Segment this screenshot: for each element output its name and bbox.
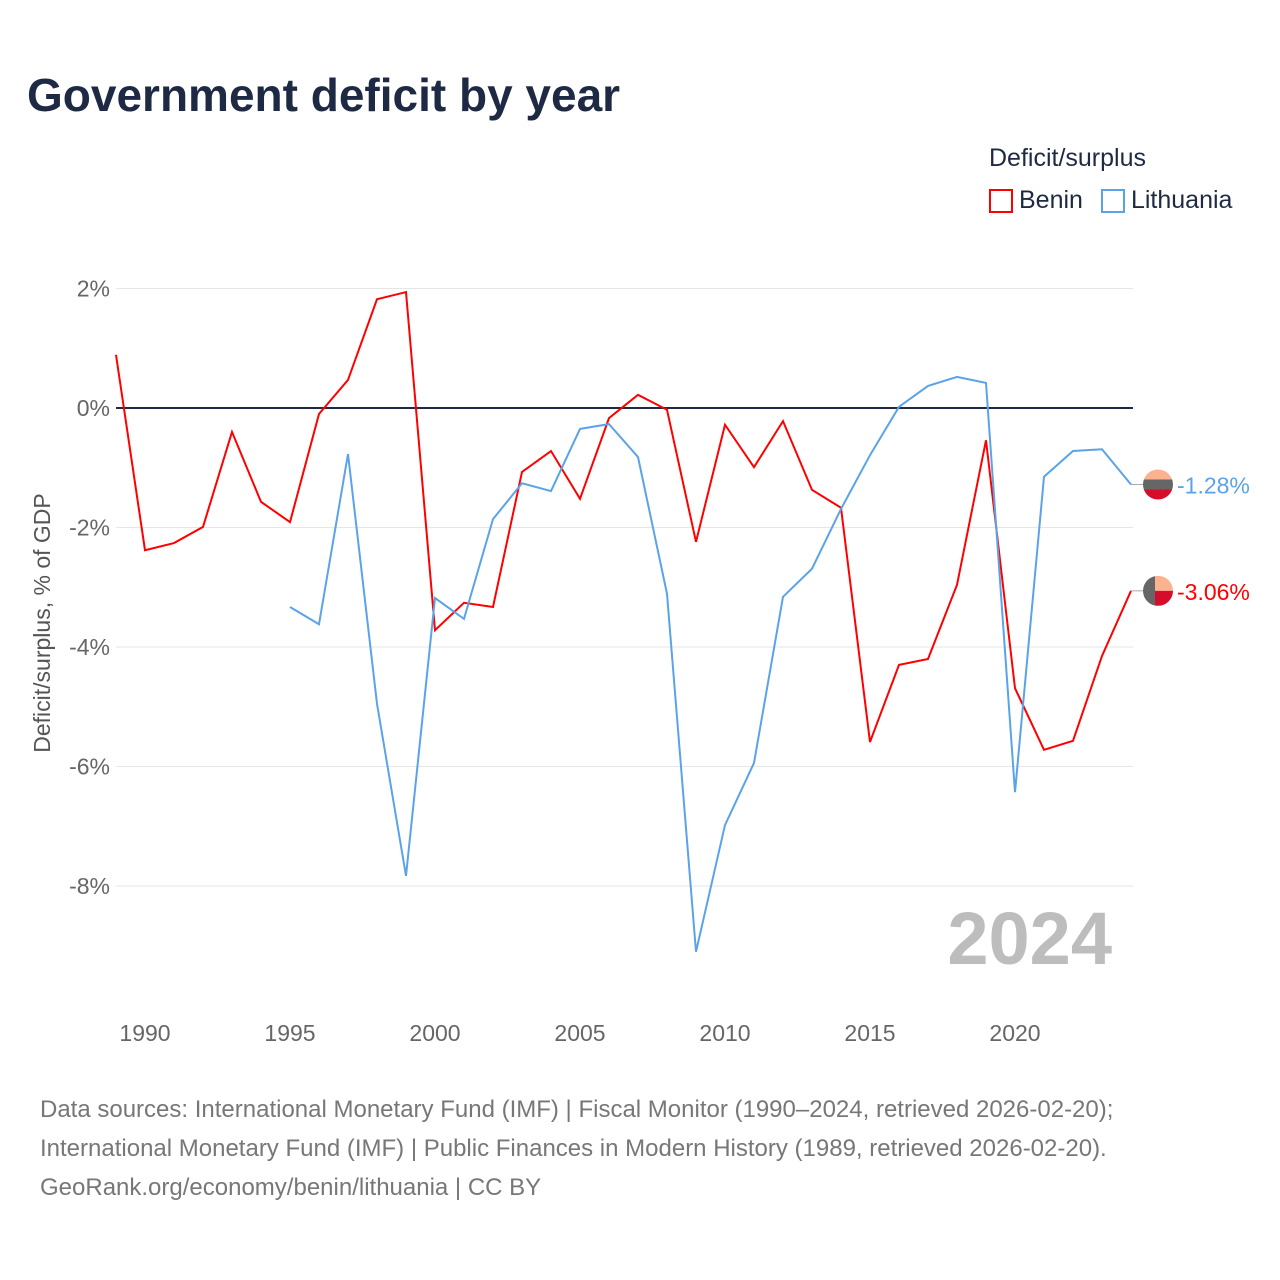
series-line-lithuania bbox=[289, 375, 1132, 952]
legend-label-lithuania: Lithuania bbox=[1130, 186, 1233, 214]
source-line-1: Data sources: International Monetary Fun… bbox=[40, 1096, 1114, 1123]
y-tick-label: -8% bbox=[69, 873, 110, 899]
legend-title: Deficit/surplus bbox=[989, 144, 1146, 172]
year-watermark: 2024 bbox=[947, 897, 1112, 980]
x-tick-label: 2000 bbox=[409, 1020, 460, 1046]
x-tick-label: 2015 bbox=[844, 1020, 895, 1046]
x-tick-label: 1995 bbox=[264, 1020, 315, 1046]
x-tick-label: 2005 bbox=[554, 1020, 605, 1046]
end-value-label-lithuania: -1.28% bbox=[1177, 472, 1250, 498]
x-tick-label: 2010 bbox=[699, 1020, 750, 1046]
x-tick-label: 2020 bbox=[989, 1020, 1040, 1046]
legend-swatch-lithuania bbox=[1100, 188, 1125, 213]
series-line-benin bbox=[115, 290, 1132, 751]
y-tick-label: 0% bbox=[77, 395, 110, 421]
source-line-2: International Monetary Fund (IMF) | Publ… bbox=[40, 1135, 1107, 1162]
source-line-3[interactable]: GeoRank.org/economy/benin/lithuania | CC… bbox=[40, 1174, 542, 1201]
flag-icon-benin bbox=[1143, 575, 1173, 606]
y-axis-label: Deficit/surplus, % of GDP bbox=[29, 493, 55, 752]
y-tick-label: 2% bbox=[77, 276, 110, 302]
y-tick-label: -2% bbox=[69, 515, 110, 541]
flag-icon-lithuania bbox=[1143, 469, 1173, 500]
legend: Benin Lithuania bbox=[989, 186, 1232, 215]
end-value-label-benin: -3.06% bbox=[1177, 579, 1250, 605]
legend-label-benin: Benin bbox=[1019, 186, 1083, 214]
y-tick-label: -4% bbox=[69, 634, 110, 660]
chart-title: Government deficit by year bbox=[27, 69, 621, 121]
source-note: Data sources: International Monetary Fun… bbox=[40, 1090, 1113, 1207]
x-tick-label: 1990 bbox=[119, 1020, 170, 1046]
legend-item-benin[interactable]: Benin bbox=[989, 186, 1083, 215]
legend-item-lithuania[interactable]: Lithuania bbox=[1100, 186, 1233, 215]
y-tick-label: -6% bbox=[69, 754, 110, 780]
legend-swatch-benin bbox=[989, 188, 1013, 213]
